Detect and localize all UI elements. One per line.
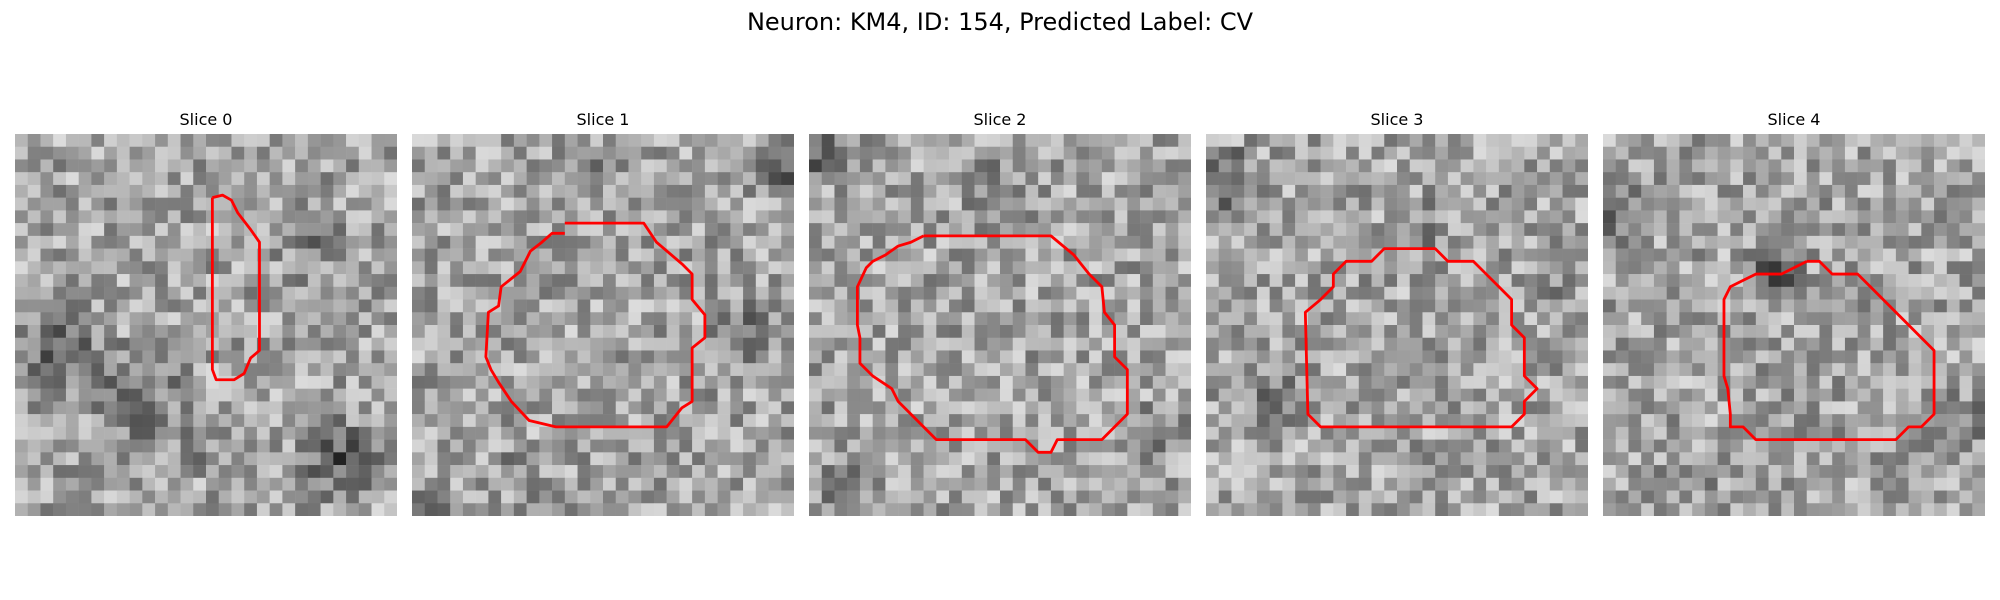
slice-title-0: Slice 0 [179,110,233,129]
figure-title: Neuron: KM4, ID: 154, Predicted Label: C… [746,8,1254,36]
segmentation-contour [855,234,1129,454]
slice-image-3 [1206,134,1588,516]
segmentation-contour [1303,247,1539,429]
grayscale-pixel-grid [412,134,794,516]
segmentation-contour [1722,259,1936,442]
slice-title-2: Slice 2 [973,110,1027,129]
slice-panels: Slice 0 Slice 1 Slice 2 Slice 3 Slice 4 [15,110,1985,520]
segmentation-contour [210,193,261,382]
slice-panel-4: Slice 4 [1603,110,1985,520]
slice-image-1 [412,134,794,516]
slice-panel-2: Slice 2 [809,110,1191,520]
slice-title-1: Slice 1 [576,110,630,129]
grayscale-pixel-grid [1206,134,1588,516]
segmentation-contour [484,221,707,429]
slice-image-4 [1603,134,1985,516]
grayscale-pixel-grid [15,134,397,516]
slice-title-4: Slice 4 [1767,110,1821,129]
slice-panel-3: Slice 3 [1206,110,1588,520]
slice-title-3: Slice 3 [1370,110,1424,129]
slice-image-2 [809,134,1191,516]
grayscale-pixel-grid [809,134,1191,516]
slice-image-0 [15,134,397,516]
slice-panel-1: Slice 1 [412,110,794,520]
slice-panel-0: Slice 0 [15,110,397,520]
grayscale-pixel-grid [1603,134,1985,516]
